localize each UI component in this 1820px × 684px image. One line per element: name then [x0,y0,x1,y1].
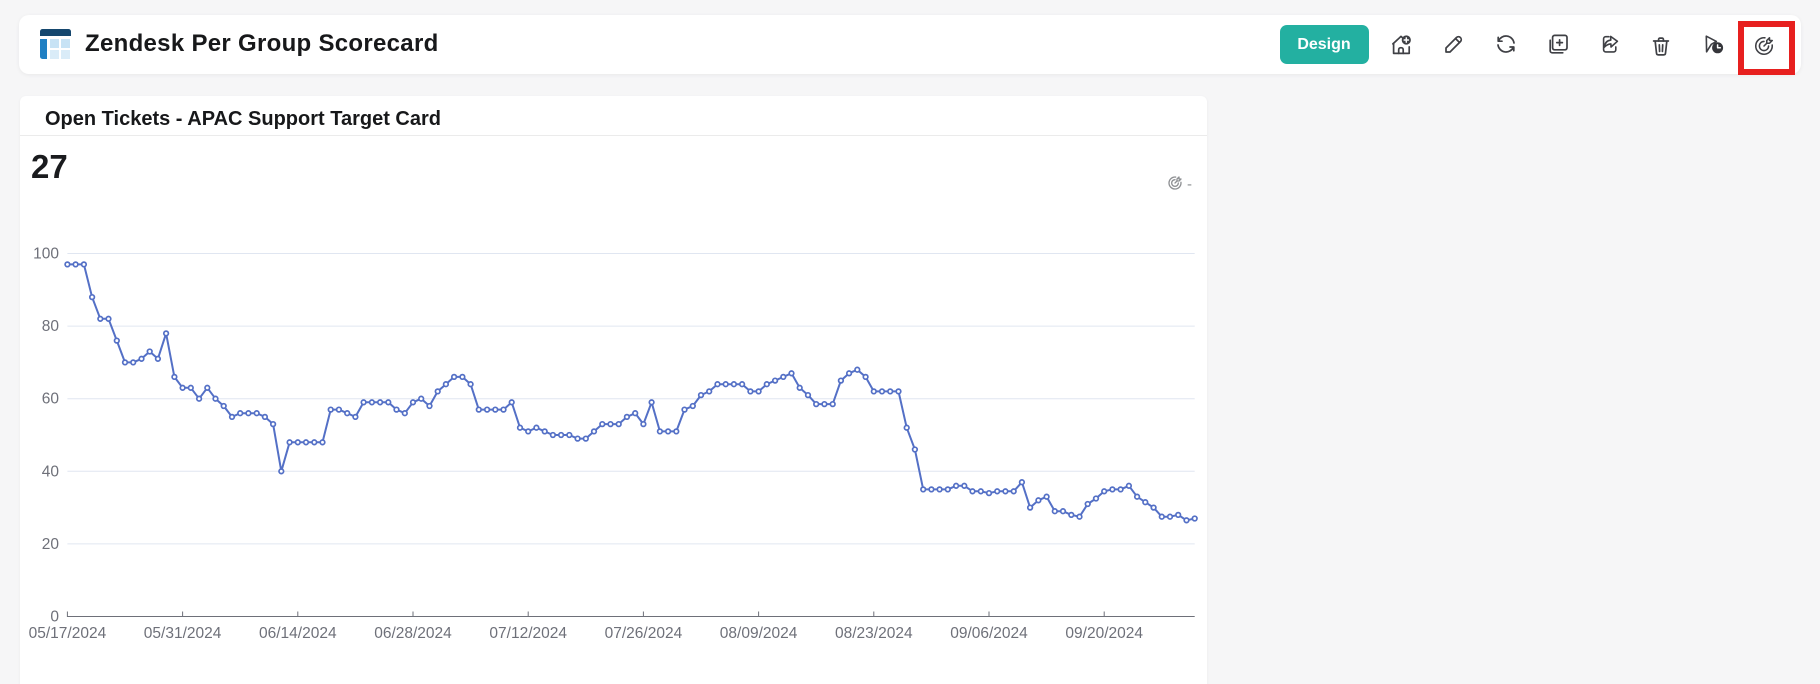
svg-text:08/23/2024: 08/23/2024 [835,625,913,642]
svg-text:40: 40 [42,463,60,480]
svg-text:05/31/2024: 05/31/2024 [144,625,222,642]
svg-text:06/28/2024: 06/28/2024 [374,625,452,642]
svg-text:08/09/2024: 08/09/2024 [720,625,798,642]
svg-text:05/17/2024: 05/17/2024 [29,625,107,642]
svg-text:0: 0 [50,609,59,626]
svg-text:20: 20 [42,536,60,553]
svg-text:100: 100 [33,246,59,263]
svg-text:09/06/2024: 09/06/2024 [950,625,1028,642]
svg-text:07/12/2024: 07/12/2024 [489,625,567,642]
svg-text:80: 80 [42,318,60,335]
svg-text:60: 60 [42,391,60,408]
svg-text:09/20/2024: 09/20/2024 [1065,625,1143,642]
svg-text:07/26/2024: 07/26/2024 [605,625,683,642]
svg-text:06/14/2024: 06/14/2024 [259,625,337,642]
